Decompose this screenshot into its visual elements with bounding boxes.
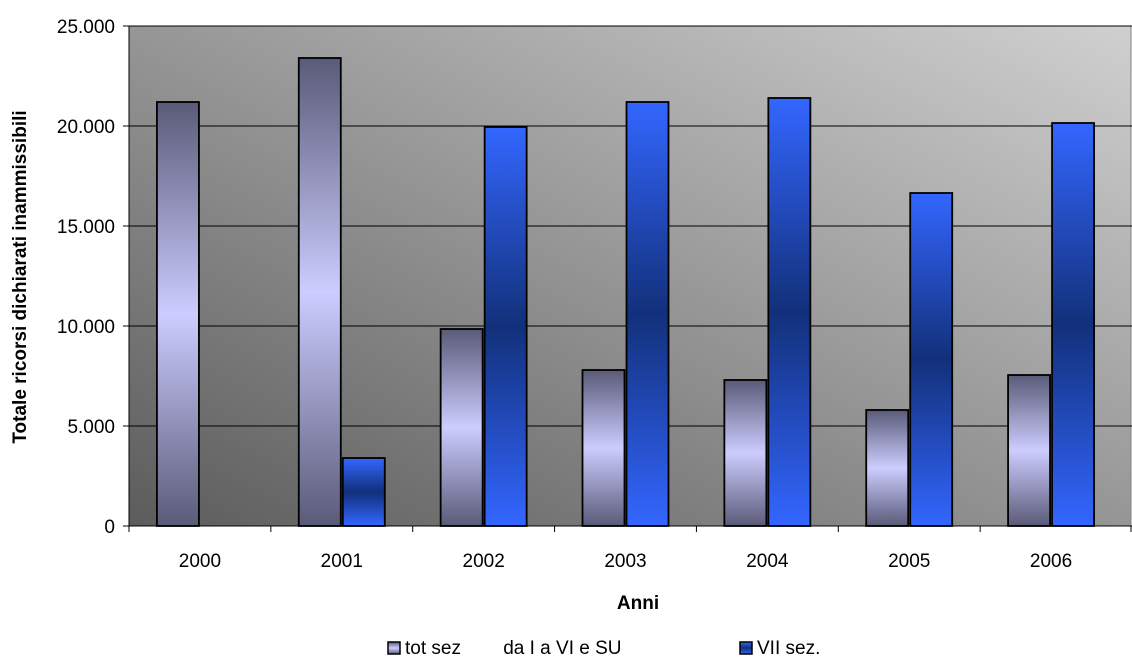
- y-axis-title: Totale ricorsi dichiarati inammissibili: [10, 110, 31, 443]
- y-tick-label: 15.000: [57, 217, 115, 238]
- bar-series-2-2002: [483, 126, 528, 527]
- bar-series-1-2006: [1007, 374, 1051, 527]
- legend: tot sez da I a VI e SU VII sez.: [387, 638, 820, 659]
- bar-series-1-2001: [297, 57, 342, 527]
- x-tick-label: 2006: [1030, 551, 1072, 572]
- x-tick-label: 2000: [179, 551, 221, 572]
- x-tick-label: 2001: [321, 551, 363, 572]
- bars-group: [156, 57, 1095, 527]
- y-tick-label: 5.000: [67, 417, 115, 438]
- x-axis-title: Anni: [617, 593, 659, 614]
- y-tick-label: 25.000: [57, 17, 115, 38]
- bar-series-1-2003: [581, 369, 626, 527]
- bar-series-2-2004: [767, 97, 812, 527]
- axes-group: 0 5.000 10.000 15.000 20.000 25.000 2000 2001 20…: [57, 17, 1132, 572]
- y-tick-label: 10.000: [57, 317, 115, 338]
- bar-series-2-2003: [625, 101, 670, 527]
- bar-series-1-2000: [156, 101, 200, 527]
- legend-label-series-1: tot sez da I a VI e SU: [405, 638, 622, 659]
- x-tick-label: 2005: [888, 551, 930, 572]
- legend-item-series-1: tot sez da I a VI e SU: [387, 638, 622, 659]
- y-tick-label: 20.000: [57, 117, 115, 138]
- bar-series-2-2001: [341, 457, 386, 527]
- y-tick-label: 0: [104, 517, 115, 538]
- bar-series-1-2002: [439, 328, 484, 527]
- bar-series-1-2004: [723, 379, 768, 527]
- bar-series-2-2006: [1051, 122, 1095, 527]
- x-tick-label: 2002: [463, 551, 505, 572]
- x-tick-label: 2004: [746, 551, 789, 572]
- x-tick-label: 2003: [604, 551, 646, 572]
- legend-swatch-series-1: [387, 641, 401, 655]
- bar-series-2-2005: [909, 192, 954, 527]
- bar-series-1-2005: [865, 409, 910, 527]
- legend-swatch-series-2: [739, 641, 753, 655]
- legend-label-series-2: VII sez.: [757, 638, 820, 659]
- legend-item-series-2: VII sez.: [739, 638, 820, 659]
